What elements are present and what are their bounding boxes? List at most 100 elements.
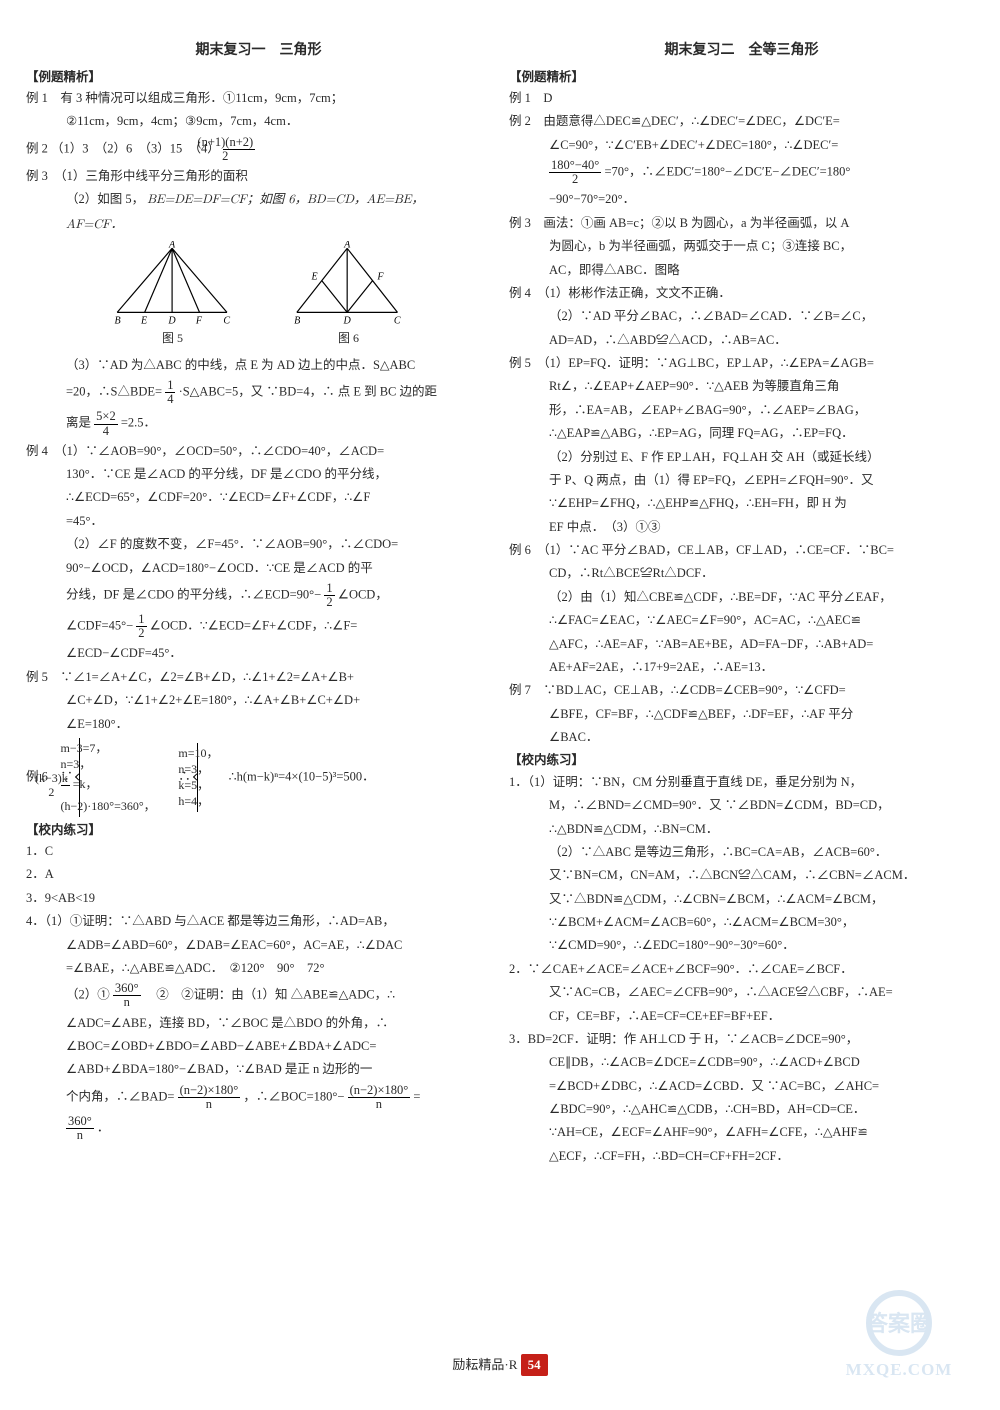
r-ex5-1: 例 5 （1）EP=FQ．证明：∵AG⊥BC，EP⊥AP，∴∠EPA=∠AGB= — [509, 354, 974, 373]
r-ex6-2: CD，∴Rt△BCE≌Rt△DCF． — [509, 564, 974, 583]
p4e: ∠ABD+∠BDA=180°−∠BAD，∵∠BAD 是正 n 边形的一 — [26, 1060, 491, 1079]
r-q3-6: △ECF，∴CF=FH，∴BD=CH=CF+FH=2CF． — [509, 1147, 974, 1166]
p4b: （2）① 360°n ② ②证明：由（1）知 △ABE≌△ADC，∴ — [26, 982, 491, 1009]
ex6: 例 6 ∵ m−3=7， n=3， (k−3)k2 =k， (h−2)·180°… — [26, 738, 491, 817]
r-ex2-3: 180°−40°2 =70°，∴∠EDC′=180°−∠DC′E−∠DEC′=1… — [509, 159, 974, 186]
r-ex5-4: ∴△EAP≌△ABG，∴EP=AG，同理 FQ=AG，∴EP=FQ． — [509, 424, 974, 443]
r-ex5-7: ∵∠EHP=∠FHQ，∴△EHP≌△FHQ，∴EH=FH，即 H 为 — [509, 494, 974, 513]
p4f: 个内角，∴∠BAD= (n−2)×180°n ，∴∠BOC=180°− (n−2… — [26, 1084, 491, 1111]
p4-3: =∠BAE，∴△ABE≌△ADC． ②120° 90° 72° — [26, 959, 491, 978]
r-q1-7: ∵∠BCM+∠ACM=∠ACB=60°，∴∠ACM=∠BCM=30°， — [509, 913, 974, 932]
watermark-top: 答案圈 — [866, 1311, 932, 1336]
r-ex6-3: （2）由（1）知△CBE≌△CDF，∴BE=DF，∵AC 平分∠EAF， — [509, 588, 974, 607]
svg-text:B: B — [114, 316, 120, 327]
r-ex4-2: （2）∵AD 平分∠BAC，∴∠BAD=∠CAD．∵∠B=∠C， — [509, 307, 974, 326]
ex4b-2: 90°−∠OCD，∠ACD=180°−∠OCD．∵CE 是∠ACD 的平 — [26, 559, 491, 578]
watermark-bottom: MXQE.COM — [846, 1360, 953, 1379]
left-column: 期末复习一 三角形 【例题精析】 例 1 有 3 种情况可以组成三角形．①11c… — [26, 40, 491, 1170]
svg-text:C: C — [393, 316, 400, 327]
r-ex5-5: （2）分别过 E、F 作 EP⊥AH，FQ⊥AH 交 AH（或延长线） — [509, 448, 974, 467]
ex5-1: 例 5 ∵∠1=∠A+∠C，∠2=∠B+∠D，∴∠1+∠2=∠A+∠B+ — [26, 668, 491, 687]
r-q1-2: M，∴∠BND=∠CMD=90°．又 ∵∠BDN=∠CDM，BD=CD， — [509, 796, 974, 815]
p4-1: 4．（1）①证明：∵△ABD 与△ACE 都是等边三角形，∴AD=AB， — [26, 912, 491, 931]
p4d: ∠BOC=∠OBD+∠BDO=∠ABD−∠ABE+∠BDA+∠ADC= — [26, 1037, 491, 1056]
p2: 2．A — [26, 865, 491, 884]
svg-text:E: E — [139, 316, 146, 327]
r-ex2-1: 例 2 由题意得△DEC≌△DEC′，∴∠DEC′=∠DEC，∠DC′E= — [509, 112, 974, 131]
ex5-3: ∠E=180°． — [26, 715, 491, 734]
ex4-4: =45°． — [26, 512, 491, 531]
ex4b-5: ∠ECD−∠CDF=45°． — [26, 644, 491, 663]
figure-5: A B E D F C 图 5 — [108, 241, 238, 348]
ex3c-1: （3）∵AD 为△ABC 的中线，点 E 为 AD 边上的中点．S△ABC — [26, 356, 491, 375]
r-ex5-8: EF 中点． （3）①③ — [509, 518, 974, 537]
r-ex3-1: 例 3 画法：①画 AB=c；②以 B 为圆心，a 为半径画弧，以 A — [509, 214, 974, 233]
r-q1-6: 又∵△BDN≌△CDM，∴∠CBN=∠BCM，∴∠ACM=∠BCM， — [509, 890, 974, 909]
ex4b-4: ∠CDF=45°− 12 ∠OCD．∵∠ECD=∠F+∠CDF，∴∠F= — [26, 613, 491, 640]
svg-text:D: D — [342, 316, 351, 327]
figures-row: A B E D F C 图 5 A E F — [26, 241, 491, 348]
r-ex6-1: 例 6 （1）∵AC 平分∠BAD，CE⊥AB，CF⊥AD，∴CE=CF．∵BC… — [509, 541, 974, 560]
right-section-a: 【例题精析】 — [509, 68, 974, 87]
right-column: 期末复习二 全等三角形 【例题精析】 例 1 D 例 2 由题意得△DEC≌△D… — [509, 40, 974, 1170]
ex3c-2: =20，∴S△BDE= 14 ·S△ABC=5，又 ∵BD=4，∴ 点 E 到 … — [26, 379, 491, 406]
ex2: 例 2 （1）3 （2）6 （3）15 （4） (n+1)(n+2) 2 — [26, 136, 491, 163]
r-q3-2: CE∥DB，∴∠ACB=∠DCE=∠CDB=90°，∴∠ACD+∠BCD — [509, 1053, 974, 1072]
r-ex5-2: Rt∠，∴∠EAP+∠AEP=90°．∵△AEB 为等腰直角三角 — [509, 377, 974, 396]
left-title: 期末复习一 三角形 — [26, 40, 491, 62]
p4c: ∠ADC=∠ABE，连接 BD，∵∠BOC 是△BDO 的外角，∴ — [26, 1014, 491, 1033]
ex2-frac: (n+1)(n+2) 2 — [223, 136, 255, 163]
r-ex6-4: ∴∠FAC=∠EAC，∵∠AEC=∠F=90°，AC=AC，∴△AEC≌ — [509, 611, 974, 630]
r-ex1: 例 1 D — [509, 89, 974, 108]
svg-text:A: A — [168, 241, 176, 250]
ex1-line2: ②11cm，9cm，4cm；③9cm，7cm，4cm． — [26, 112, 491, 131]
r-ex3-2: 为圆心，b 为半径画弧，两弧交于一点 C；③连接 BC， — [509, 237, 974, 256]
p1: 1．C — [26, 842, 491, 861]
p4g: 360°n ． — [26, 1115, 491, 1142]
fig6-label: 图 6 — [288, 329, 410, 348]
left-section-b: 【校内练习】 — [26, 821, 491, 840]
r-q3-5: ∵AH=CE，∠ECF=∠AHF=90°，∠AFH=∠CFE，∴△AHF≌ — [509, 1123, 974, 1142]
ex4-1: 例 4 （1）∵∠AOB=90°，∠OCD=50°，∴∠CDO=40°，∠ACD… — [26, 442, 491, 461]
r-q2-3: CF，CE=BF，∴AE=CF=CE+EF=BF+EF． — [509, 1007, 974, 1026]
footer-label: 励耘精品·R — [452, 1357, 517, 1372]
ex4b-3: 分线，DF 是∠CDO 的平分线，∴∠ECD=90°− 12 ∠OCD， — [26, 582, 491, 609]
ex1-line1: 例 1 有 3 种情况可以组成三角形．①11cm，9cm，7cm； — [26, 89, 491, 108]
svg-text:E: E — [310, 272, 317, 283]
svg-text:F: F — [194, 316, 202, 327]
figure-6: A EF BDC 图 6 — [288, 241, 410, 348]
right-title: 期末复习二 全等三角形 — [509, 40, 974, 62]
fig5-label: 图 5 — [108, 329, 238, 348]
r-ex3-3: AC，即得△ABC．图略 — [509, 261, 974, 280]
r-ex6-6: AE+AF=2AE，∴17+9=2AE，∴AE=13． — [509, 658, 974, 677]
p4-2: ∠ADB=∠ABD=60°，∠DAB=∠EAC=60°，AC=AE，∴∠DAC — [26, 936, 491, 955]
ex3-line1: 例 3 （1）三角形中线平分三角形的面积 — [26, 167, 491, 186]
r-ex7-2: ∠BFE，CF=BF，∴△CDF≌△BEF，∴DF=EF，∴AF 平分 — [509, 705, 974, 724]
ex5-2: ∠C+∠D，∵∠1+∠2+∠E=180°，∴∠A+∠B+∠C+∠D+ — [26, 691, 491, 710]
r-ex6-5: △AFC，∴AE=AF，∵AB=AE+BE，AD=FA−DF，∴AB+AD= — [509, 635, 974, 654]
r-q3-4: ∠BDC=90°，∴△AHC≌△CDB，∴CH=BD，AH=CD=CE． — [509, 1100, 974, 1119]
r-q1-3: ∴△BDN≌△CDM，∴BN=CM． — [509, 820, 974, 839]
right-section-b: 【校内练习】 — [509, 751, 974, 770]
svg-text:C: C — [223, 316, 230, 327]
ex2-parts: （1）3 （2）6 （3）15 （4） — [51, 141, 220, 155]
r-ex4-3: AD=AD，∴△ABD≌△ACD，∴AB=AC． — [509, 331, 974, 350]
r-q1-1: 1．（1）证明：∵BN，CM 分别垂直于直线 DE，垂足分别为 N， — [509, 773, 974, 792]
watermark: 答案圈 MXQE.COM — [824, 1289, 974, 1390]
r-q1-5: 又∵BN=CM，CN=AM，∴△BCN≌△CAM，∴∠CBN=∠ACM． — [509, 866, 974, 885]
r-q3-3: =∠BCD+∠DBC，∴∠ACD=∠CBD．又 ∵AC=BC，∠AHC= — [509, 1077, 974, 1096]
r-ex2-2: ∠C=90°，∵∠C′EB+∠DEC′+∠DEC=180°，∴∠DEC′= — [509, 136, 974, 155]
r-ex2-4: −90°−70°=20°． — [509, 190, 974, 209]
svg-text:D: D — [167, 316, 176, 327]
svg-text:F: F — [376, 272, 384, 283]
left-section-a: 【例题精析】 — [26, 68, 491, 87]
r-ex5-3: 形，∴EA=AB，∠EAP+∠BAG=90°，∴∠AEP=∠BAG， — [509, 401, 974, 420]
r-q3-1: 3．BD=2CF．证明：作 AH⊥CD 于 H，∵∠ACB=∠DCE=90°， — [509, 1030, 974, 1049]
ex2-label: 例 2 — [26, 141, 48, 155]
ex4-2: 130°．∵CE 是∠ACD 的平分线，DF 是∠CDO 的平分线， — [26, 465, 491, 484]
p3: 3．9<AB<19 — [26, 889, 491, 908]
r-q1-8: ∵∠CMD=90°，∴∠EDC=180°−90°−30°=60°． — [509, 936, 974, 955]
ex3c-3: 离是 5×24 =2.5． — [26, 410, 491, 437]
ex4b-1: （2）∠F 的度数不变，∠F=45°．∵∠AOB=90°，∴∠CDO= — [26, 535, 491, 554]
ex3-line2: （2）如图 5， BE=DE=DF=CF；如图 6，BD=CD，AE=BE， — [26, 190, 491, 210]
